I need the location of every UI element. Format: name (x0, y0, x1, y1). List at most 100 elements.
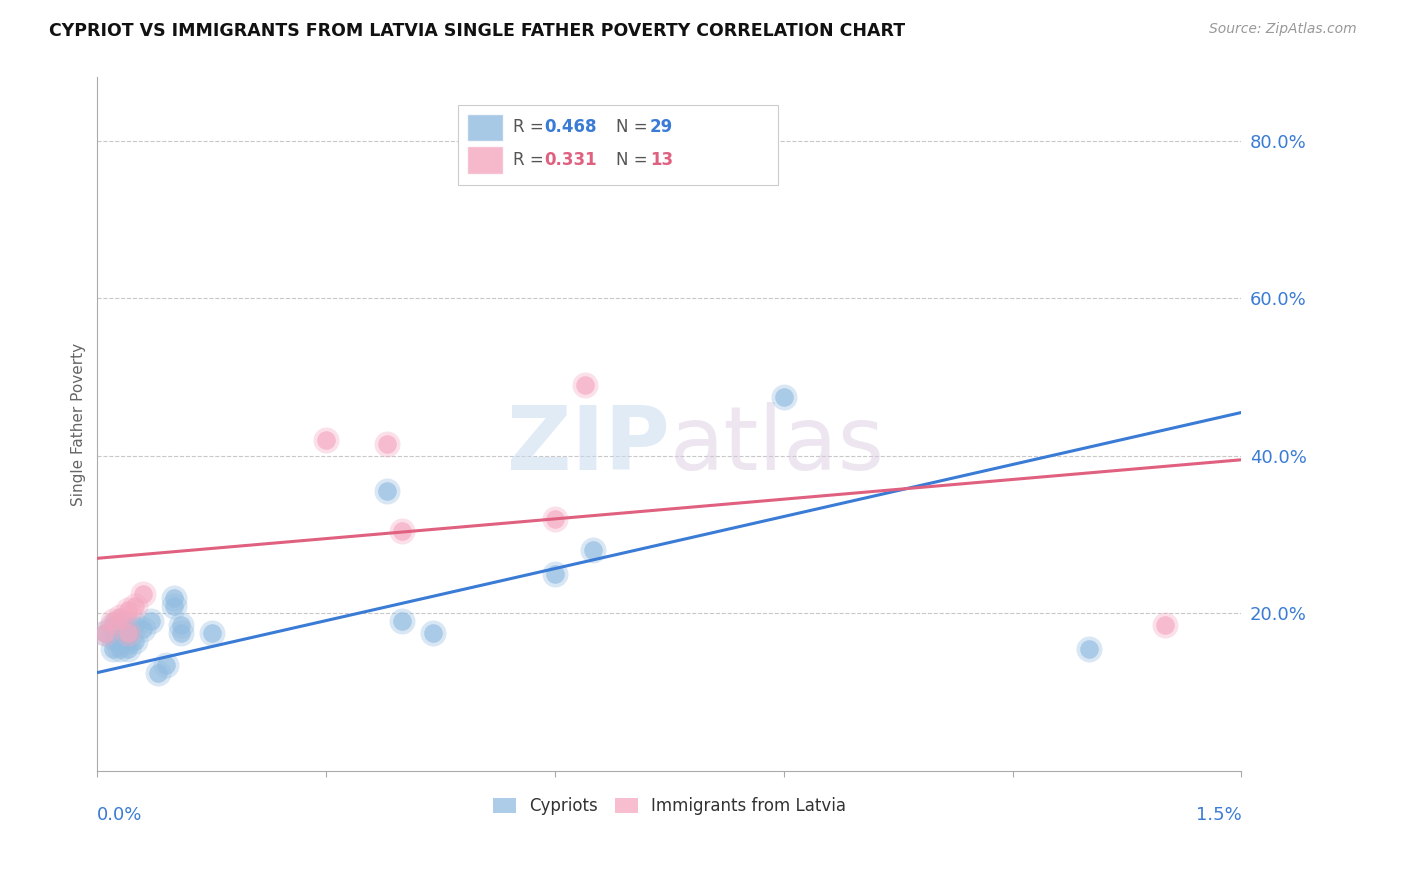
Text: ZIP: ZIP (506, 401, 669, 489)
Point (155, 657, 177, 672)
Point (391, 615, 413, 629)
Point (148, 665, 170, 680)
Point (94, 626, 117, 640)
Point (132, 587, 155, 601)
Text: R =: R = (513, 119, 548, 136)
Text: CYPRIOT VS IMMIGRANTS FROM LATVIA SINGLE FATHER POVERTY CORRELATION CHART: CYPRIOT VS IMMIGRANTS FROM LATVIA SINGLE… (49, 22, 905, 40)
Point (139, 615, 162, 629)
Point (101, 630, 124, 644)
Point (1154, 618, 1177, 632)
Point (101, 618, 124, 632)
Point (544, 512, 567, 526)
Text: 29: 29 (650, 119, 673, 136)
Point (101, 642, 124, 657)
Point (170, 626, 193, 640)
Point (162, 599, 184, 613)
Point (110, 642, 132, 657)
Text: atlas: atlas (669, 401, 884, 489)
Y-axis label: Single Father Poverty: Single Father Poverty (72, 343, 86, 506)
Point (422, 626, 444, 640)
Point (124, 634, 146, 648)
Point (110, 634, 132, 648)
Point (772, 390, 794, 404)
Point (101, 615, 124, 629)
Point (201, 626, 224, 640)
Point (117, 626, 139, 640)
Text: R =: R = (513, 151, 548, 169)
FancyBboxPatch shape (467, 146, 503, 174)
Text: N =: N = (616, 151, 652, 169)
Point (117, 622, 139, 636)
Point (117, 642, 139, 657)
Point (201, 626, 224, 640)
Point (170, 618, 193, 632)
Point (117, 626, 139, 640)
Point (110, 610, 132, 624)
Text: 0.0%: 0.0% (97, 805, 143, 824)
Point (110, 615, 132, 629)
Point (544, 567, 567, 582)
Text: 13: 13 (650, 151, 673, 169)
Point (124, 599, 146, 613)
Point (117, 602, 139, 616)
Point (155, 657, 177, 672)
Point (110, 610, 132, 624)
Point (110, 642, 132, 657)
FancyBboxPatch shape (467, 113, 503, 141)
Text: 0.468: 0.468 (544, 119, 598, 136)
Point (391, 615, 413, 629)
Point (132, 587, 155, 601)
FancyBboxPatch shape (458, 105, 778, 185)
Point (148, 665, 170, 680)
Point (1077, 642, 1099, 657)
Point (94, 626, 117, 640)
Point (94, 626, 117, 640)
Point (139, 615, 162, 629)
Point (101, 615, 124, 629)
Point (391, 524, 413, 538)
Point (117, 642, 139, 657)
Point (162, 599, 184, 613)
Text: 1.5%: 1.5% (1195, 805, 1241, 824)
Point (315, 433, 337, 447)
Point (124, 599, 146, 613)
Point (574, 377, 596, 392)
Point (574, 377, 596, 392)
Text: 0.331: 0.331 (544, 151, 598, 169)
Point (124, 618, 146, 632)
Point (124, 634, 146, 648)
Point (544, 512, 567, 526)
Point (170, 626, 193, 640)
Point (117, 634, 139, 648)
Text: N =: N = (616, 119, 652, 136)
Point (117, 622, 139, 636)
Point (375, 484, 398, 499)
Point (162, 591, 184, 605)
Point (124, 618, 146, 632)
Point (117, 634, 139, 648)
Point (375, 437, 398, 451)
Point (582, 543, 605, 558)
Point (117, 602, 139, 616)
Point (170, 618, 193, 632)
Point (110, 634, 132, 648)
Point (101, 618, 124, 632)
Point (772, 390, 794, 404)
Point (132, 622, 155, 636)
Point (132, 622, 155, 636)
Point (110, 615, 132, 629)
Text: Source: ZipAtlas.com: Source: ZipAtlas.com (1209, 22, 1357, 37)
Point (94, 626, 117, 640)
Legend: Cypriots, Immigrants from Latvia: Cypriots, Immigrants from Latvia (486, 790, 853, 822)
Point (391, 524, 413, 538)
Point (422, 626, 444, 640)
Point (544, 567, 567, 582)
Point (162, 591, 184, 605)
Point (315, 433, 337, 447)
Point (1077, 642, 1099, 657)
Point (101, 642, 124, 657)
Point (375, 437, 398, 451)
Point (375, 484, 398, 499)
Point (582, 543, 605, 558)
Point (101, 630, 124, 644)
